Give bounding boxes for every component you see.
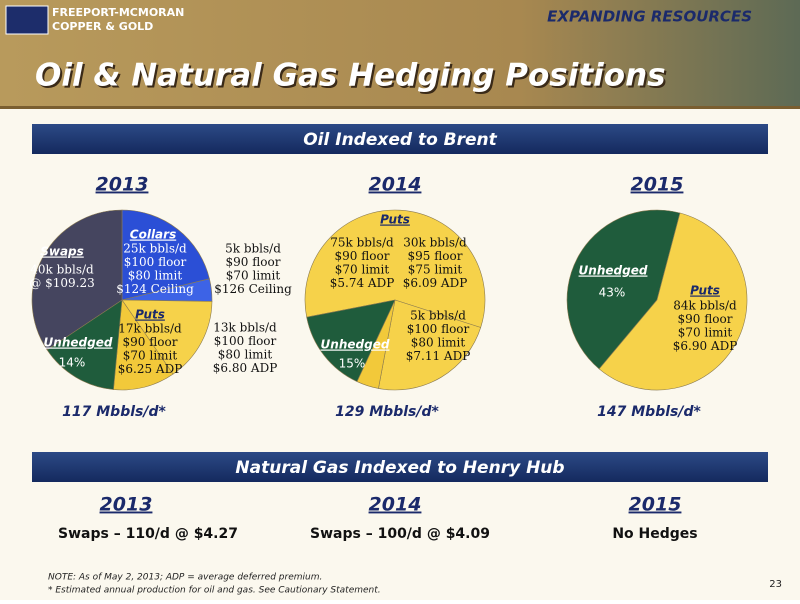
pie-subtitle: 147 Mbbls/d*: [597, 404, 701, 420]
slice-detail: $80 limit: [128, 269, 183, 283]
pie-title: 2015: [631, 174, 684, 196]
slice-detail: 5k bbls/d: [225, 242, 281, 256]
pie-slice: [121, 209, 210, 301]
slice-detail: $124 Ceiling: [116, 282, 194, 296]
note: NOTE: As of May 2, 2013; ADP = average d…: [48, 573, 322, 583]
slice-name: Unhedged: [321, 338, 390, 352]
slice-detail: 17k bbls/d: [118, 322, 182, 336]
note: * Estimated annual production for oil an…: [48, 586, 381, 596]
slice-value-label: 43%: [599, 286, 626, 300]
slice-detail: $95 floor: [408, 249, 463, 263]
slice-detail: $6.09 ADP: [403, 276, 468, 290]
logo-mark: [5, 5, 49, 35]
slice-detail: $90 floor: [123, 335, 178, 349]
header-band: [0, 0, 800, 106]
slice-detail: $6.80 ADP: [213, 361, 278, 375]
slice-detail: $126 Ceiling: [214, 282, 292, 296]
gas-position: Swaps – 110/d @ $4.27: [58, 526, 238, 542]
logo-line: COPPER & GOLD: [52, 20, 153, 33]
pie-subtitle: 117 Mbbls/d*: [62, 404, 166, 420]
banner-title: Natural Gas Indexed to Henry Hub: [235, 458, 564, 478]
pie-slice: [304, 209, 486, 328]
header-rule: [0, 106, 800, 109]
slice-name: Puts: [135, 308, 165, 322]
slice-detail: $6.90 ADP: [673, 339, 738, 353]
slice-detail: $80 limit: [411, 336, 466, 350]
logo-line: FREEPORT-MCMORAN: [52, 6, 184, 19]
slice-detail: 5k bbls/d: [410, 309, 466, 323]
slice-detail: $90 floor: [335, 249, 390, 263]
slice-detail: $80 limit: [218, 348, 273, 362]
pie-title: 2014: [369, 174, 422, 196]
slice-detail: $100 floor: [124, 255, 187, 269]
slice-detail: $6.25 ADP: [118, 362, 183, 376]
gas-position: Swaps – 100/d @ $4.09: [310, 526, 490, 542]
slice-detail: 75k bbls/d: [330, 236, 394, 250]
slice-detail: $90 floor: [226, 255, 281, 269]
pie-slice: [598, 212, 748, 391]
slice-detail: $5.74 ADP: [330, 276, 395, 290]
pie-slice: [378, 299, 482, 391]
slice-detail: @ $109.23: [29, 276, 94, 290]
gas-year: 2015: [629, 494, 682, 516]
slice-value-label: 15%: [339, 357, 366, 371]
slice-detail: $100 floor: [214, 334, 277, 348]
banner: [32, 452, 768, 482]
slice-name: Collars: [130, 228, 176, 242]
banner: [32, 124, 768, 154]
pie-slice: [31, 209, 123, 351]
slice-detail: $90 floor: [678, 312, 733, 326]
pie-slice: [306, 299, 396, 382]
slice-name: Puts: [380, 213, 410, 227]
page-number: 23: [769, 579, 782, 590]
slice-detail: $70 limit: [226, 269, 281, 283]
slice-detail: 25k bbls/d: [123, 242, 187, 256]
tagline: EXPANDING RESOURCES: [547, 8, 752, 26]
slice-name: Swaps: [40, 245, 84, 259]
title-shadow: Oil & Natural Gas Hedging Positions: [37, 60, 668, 96]
slice-value-label: 14%: [59, 356, 86, 370]
pie-subtitle: 129 Mbbls/d*: [335, 404, 439, 420]
pie-slice: [566, 209, 681, 370]
slice-name: Unhedged: [579, 264, 648, 278]
slice-detail: $75 limit: [408, 263, 463, 277]
gas-year: 2013: [100, 494, 153, 516]
slice-detail: 40k bbls/d: [30, 263, 94, 277]
banner-title: Oil Indexed to Brent: [303, 130, 497, 150]
slice-detail: $70 limit: [335, 263, 390, 277]
slice-detail: $7.11 ADP: [406, 349, 471, 363]
slice-detail: $100 floor: [407, 322, 470, 336]
slice-detail: 30k bbls/d: [403, 236, 467, 250]
gas-year: 2014: [369, 494, 422, 516]
gas-position: No Hedges: [612, 526, 697, 542]
slide-title: Oil & Natural Gas Hedging Positions: [35, 58, 666, 94]
slice-name: Unhedged: [44, 336, 113, 350]
pie-slice: [121, 299, 213, 375]
pie-title: 2013: [96, 174, 149, 196]
slice-detail: $70 limit: [123, 349, 178, 363]
pie-slice: [46, 299, 123, 390]
slice-name: Puts: [690, 284, 720, 298]
slice-detail: 13k bbls/d: [213, 321, 277, 335]
slice-detail: 84k bbls/d: [673, 299, 737, 313]
slice-detail: $70 limit: [678, 326, 733, 340]
